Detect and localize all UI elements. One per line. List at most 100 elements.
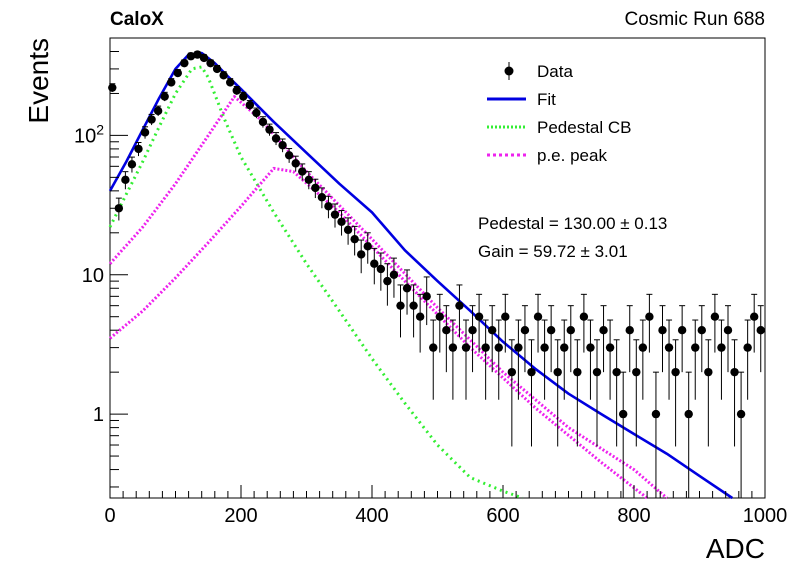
data-point bbox=[514, 343, 523, 352]
data-point bbox=[265, 125, 274, 134]
legend-label-data: Data bbox=[537, 62, 573, 81]
run-label: Cosmic Run 688 bbox=[625, 9, 765, 30]
data-point bbox=[599, 326, 608, 335]
x-tick-label: 800 bbox=[617, 505, 650, 527]
data-point bbox=[664, 343, 674, 352]
legend: Data Fit Pedestal CB p.e. peak bbox=[487, 62, 632, 165]
data-point bbox=[108, 83, 117, 92]
y-tick-label: 10 bbox=[82, 265, 104, 287]
data-point bbox=[435, 312, 444, 321]
data-point bbox=[173, 68, 182, 78]
data-point bbox=[180, 58, 189, 68]
data-point bbox=[658, 326, 667, 335]
data-point bbox=[481, 343, 490, 352]
data-point bbox=[684, 409, 693, 419]
data-point bbox=[343, 225, 353, 235]
data-point bbox=[127, 160, 137, 169]
y-tick-label: 102 bbox=[74, 121, 104, 147]
data-point bbox=[311, 183, 320, 193]
legend-label-fit: Fit bbox=[537, 90, 556, 109]
data-point bbox=[278, 141, 287, 150]
data-point bbox=[239, 92, 248, 101]
data-point bbox=[586, 343, 595, 352]
data-point bbox=[743, 343, 752, 352]
data-point bbox=[632, 367, 641, 377]
data-point bbox=[717, 343, 726, 352]
data-point bbox=[389, 270, 399, 279]
data-point bbox=[140, 128, 150, 137]
data-point bbox=[553, 367, 562, 377]
data-point bbox=[468, 326, 477, 335]
data-point bbox=[507, 367, 517, 377]
data-point bbox=[396, 301, 405, 310]
data-point bbox=[350, 234, 359, 244]
data-points-layer bbox=[108, 50, 765, 498]
data-point bbox=[212, 64, 222, 74]
data-point bbox=[612, 367, 621, 377]
data-point bbox=[540, 343, 549, 352]
data-point bbox=[494, 343, 503, 352]
data-point bbox=[501, 312, 510, 321]
data-point bbox=[271, 134, 281, 143]
data-point bbox=[160, 92, 169, 101]
data-point bbox=[455, 301, 464, 310]
legend-label-pedestal-cb: Pedestal CB bbox=[537, 118, 632, 137]
data-point bbox=[638, 343, 648, 352]
data-point bbox=[592, 367, 602, 377]
data-point bbox=[121, 175, 130, 185]
data-point bbox=[337, 217, 346, 226]
experiment-label: CaloX bbox=[110, 9, 164, 30]
data-point bbox=[520, 326, 530, 335]
data-point bbox=[291, 159, 300, 168]
fit-curve-0 bbox=[108, 51, 734, 500]
data-point bbox=[533, 312, 543, 321]
x-tick-label: 200 bbox=[224, 505, 257, 527]
data-point bbox=[304, 175, 313, 185]
data-point bbox=[206, 58, 215, 68]
data-point bbox=[736, 409, 746, 419]
data-point bbox=[147, 115, 156, 124]
data-point bbox=[199, 53, 209, 63]
data-point bbox=[704, 367, 713, 377]
x-tick-label: 1000 bbox=[743, 505, 788, 527]
data-point bbox=[376, 264, 386, 274]
data-point bbox=[730, 367, 739, 377]
data-point bbox=[618, 409, 628, 419]
data-point bbox=[284, 151, 294, 160]
legend-data-marker bbox=[504, 66, 514, 76]
p-e-peak-curve-3 bbox=[109, 166, 649, 500]
data-point bbox=[402, 284, 412, 293]
legend-label-pe-peak: p.e. peak bbox=[537, 146, 607, 165]
data-point bbox=[566, 326, 575, 335]
data-point bbox=[671, 367, 680, 377]
data-point bbox=[546, 326, 556, 335]
data-point bbox=[219, 71, 228, 80]
data-point bbox=[258, 117, 268, 127]
data-point bbox=[474, 312, 484, 321]
data-point bbox=[651, 409, 661, 419]
legend-entry-fit: Fit bbox=[487, 90, 556, 109]
legend-entry-pedestal-cb: Pedestal CB bbox=[487, 118, 632, 137]
data-point bbox=[756, 326, 765, 335]
data-point bbox=[677, 326, 687, 335]
data-point bbox=[186, 52, 196, 61]
data-point bbox=[415, 312, 425, 321]
data-point bbox=[383, 276, 392, 286]
gain-result: Gain = 59.72 ± 3.01 bbox=[478, 242, 628, 261]
data-point bbox=[422, 292, 431, 301]
x-tick-label: 0 bbox=[104, 505, 115, 527]
data-point bbox=[245, 100, 255, 110]
data-point bbox=[723, 326, 733, 335]
y-axis-title: Events bbox=[23, 38, 54, 124]
y-tick-label: 1 bbox=[93, 404, 104, 426]
data-point bbox=[749, 312, 759, 321]
data-point bbox=[409, 301, 418, 310]
data-point bbox=[429, 343, 438, 352]
data-point bbox=[298, 167, 307, 176]
data-point bbox=[134, 144, 143, 154]
data-point bbox=[487, 326, 497, 335]
x-tick-label: 400 bbox=[355, 505, 388, 527]
data-point bbox=[363, 242, 372, 251]
data-point bbox=[461, 343, 471, 352]
